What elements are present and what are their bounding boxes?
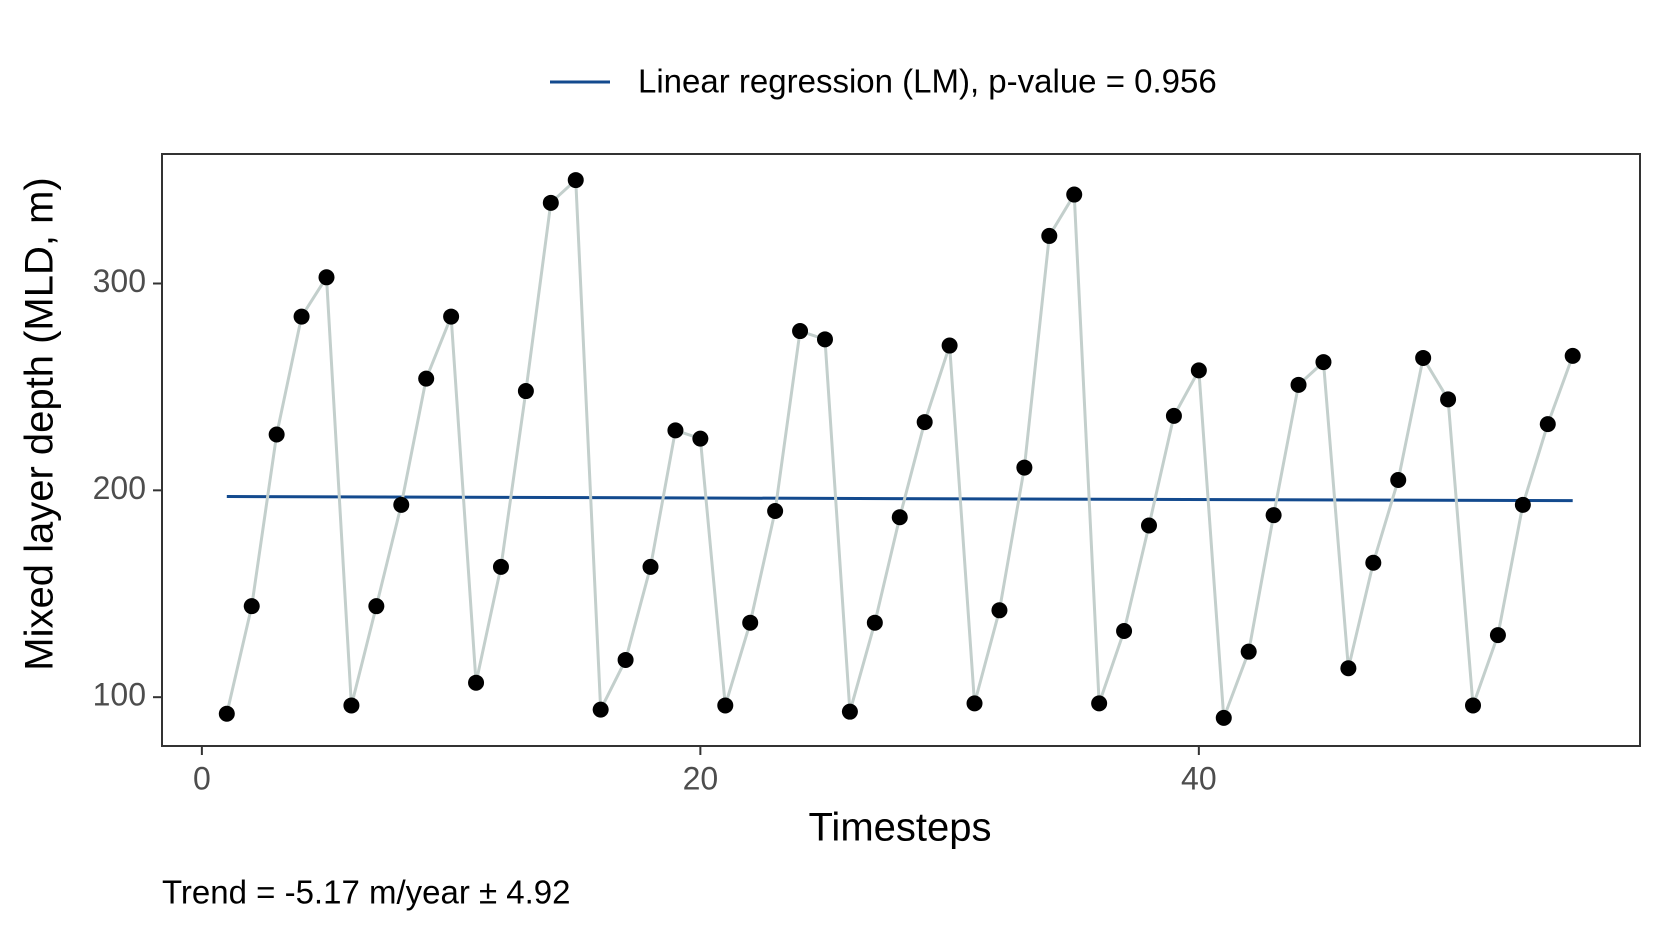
data-point — [1415, 349, 1432, 366]
x-tick-label: 20 — [683, 760, 719, 796]
data-point — [1489, 627, 1506, 644]
data-point — [1215, 709, 1232, 726]
data-point — [1564, 347, 1581, 364]
data-point — [1265, 507, 1282, 524]
data-point — [1066, 186, 1083, 203]
data-point — [642, 558, 659, 575]
data-point — [517, 383, 534, 400]
data-point — [368, 598, 385, 615]
data-point — [468, 674, 485, 691]
data-point — [293, 308, 310, 325]
data-point — [1116, 622, 1133, 639]
data-point — [268, 426, 285, 443]
data-point — [1190, 362, 1207, 379]
x-tick-label: 40 — [1181, 760, 1217, 796]
x-tick-label: 0 — [193, 760, 211, 796]
plot-border — [161, 153, 1641, 747]
data-point — [1140, 517, 1157, 534]
data-point — [792, 323, 809, 340]
data-point — [393, 496, 410, 513]
data-point — [1514, 496, 1531, 513]
data-point — [717, 697, 734, 714]
data-point — [567, 172, 584, 189]
data-point — [841, 703, 858, 720]
data-point — [742, 614, 759, 631]
y-tick-label: 300 — [93, 263, 146, 299]
data-point — [443, 308, 460, 325]
data-point — [1016, 459, 1033, 476]
data-point — [592, 701, 609, 718]
data-point — [617, 651, 634, 668]
annotation: Trend = -5.17 m/year ± 4.92 — [162, 874, 571, 911]
data-point — [318, 269, 335, 286]
data-point — [1165, 407, 1182, 424]
data-point — [866, 614, 883, 631]
data-point — [1315, 354, 1332, 371]
data-point — [1465, 697, 1482, 714]
data-point — [991, 602, 1008, 619]
data-point — [492, 558, 509, 575]
data-point — [692, 430, 709, 447]
series-line — [225, 176, 1575, 719]
data-point — [1240, 643, 1257, 660]
data-point — [1091, 695, 1108, 712]
data-point — [1340, 660, 1357, 677]
data-point — [343, 697, 360, 714]
data-point — [941, 337, 958, 354]
data-point — [891, 509, 908, 526]
y-axis-title: Mixed layer depth (MLD, m) — [18, 177, 62, 670]
data-point — [542, 194, 559, 211]
data-point — [1290, 376, 1307, 393]
data-point — [1440, 391, 1457, 408]
data-point — [418, 370, 435, 387]
y-tick-label: 100 — [93, 677, 146, 713]
x-axis-title: Timesteps — [808, 806, 991, 850]
legend-label: Linear regression (LM), p-value = 0.956 — [638, 63, 1217, 100]
data-point — [218, 705, 235, 722]
data-point — [1539, 416, 1556, 433]
data-point — [1041, 227, 1058, 244]
regression-line — [226, 495, 1573, 503]
y-tick-label: 200 — [93, 470, 146, 506]
data-point — [1390, 471, 1407, 488]
data-point — [816, 331, 833, 348]
data-point — [767, 503, 784, 520]
data-point — [243, 598, 260, 615]
data-point — [667, 422, 684, 439]
data-point — [916, 414, 933, 431]
data-point — [1365, 554, 1382, 571]
data-point — [966, 695, 983, 712]
